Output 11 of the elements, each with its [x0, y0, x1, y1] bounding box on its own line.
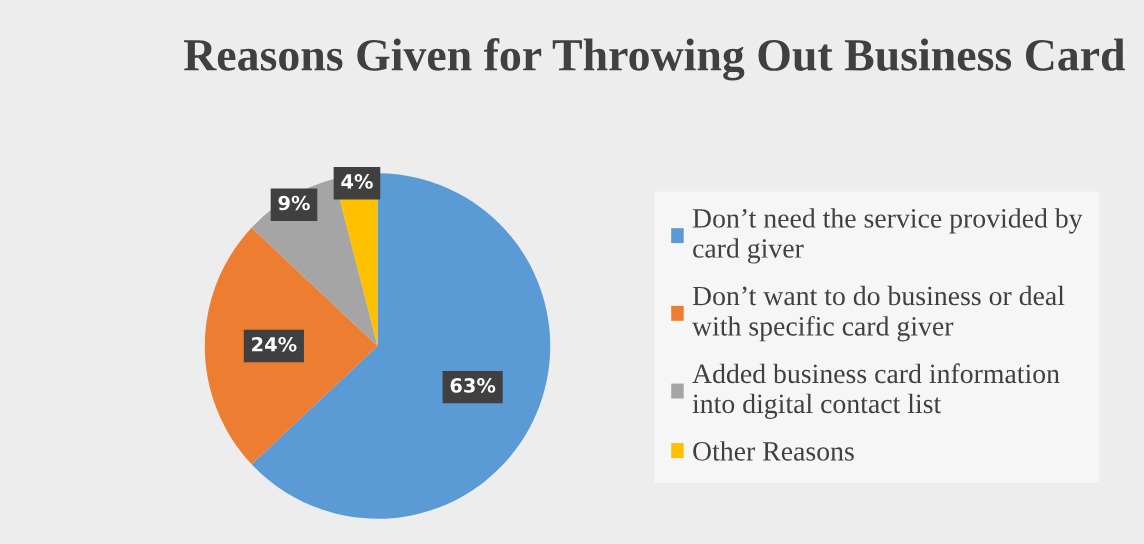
data-label: 4% [341, 174, 373, 189]
legend-label: Don’t need the service provided by card giver [692, 208, 1083, 264]
legend-label: Don’t want to do business or deal with specific card giver [692, 285, 1065, 342]
legend-label: Other Reasons [693, 441, 854, 461]
data-label: 63% [450, 378, 496, 393]
pie-slice [251, 173, 551, 519]
pie-slice [204, 227, 378, 465]
chart-title: Reasons Given for Throwing Out Business Card [183, 38, 1126, 81]
data-label: 9% [278, 195, 310, 211]
data-label: 24% [252, 336, 297, 352]
legend-label: Added business card information into digital contact list [692, 363, 1060, 419]
